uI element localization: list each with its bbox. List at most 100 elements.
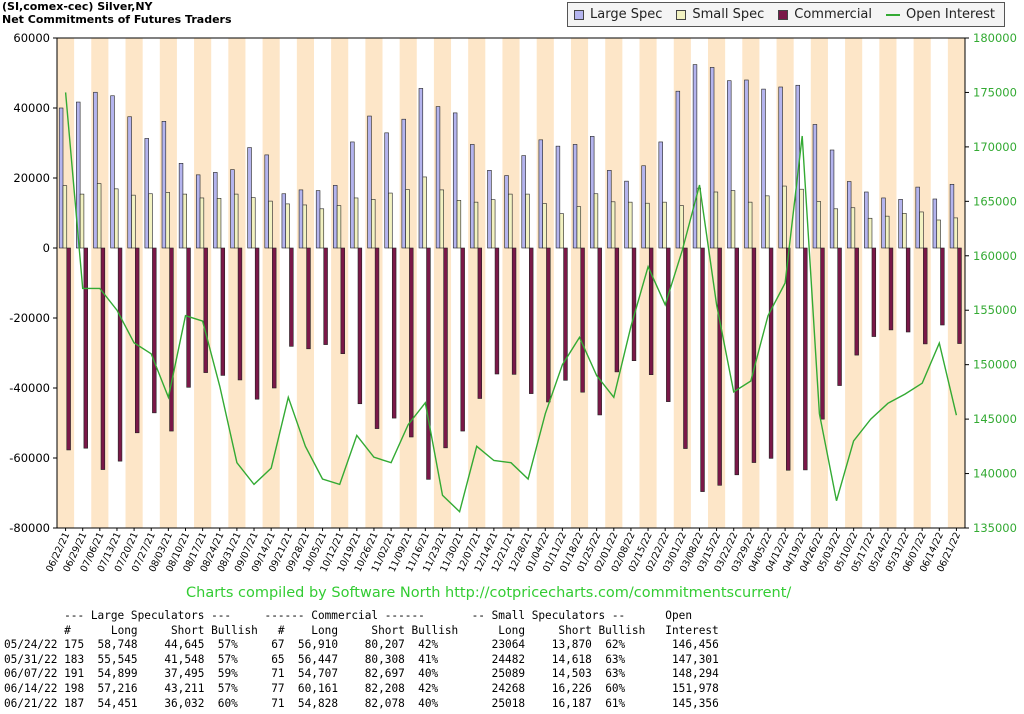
cell-ss-short: 14,503 xyxy=(525,667,592,681)
bar-commercial xyxy=(717,247,722,486)
table-row: 05/24/22 175 58,748 44,645 57% 67 56,910… xyxy=(4,638,719,653)
cell-ls-bull: 57% xyxy=(204,652,238,666)
bar-commercial xyxy=(940,247,945,326)
bar-small-spec xyxy=(747,201,753,249)
bar-large-spec xyxy=(555,145,561,249)
bar-commercial xyxy=(597,247,602,416)
cell-c-long: 54,707 xyxy=(284,667,339,681)
bar-large-spec xyxy=(590,136,595,249)
bar-small-spec xyxy=(302,204,307,249)
legend-item-small-spec: Small Spec xyxy=(676,7,764,22)
cell-c-n: 67 xyxy=(237,638,285,652)
cell-c-bull: 42% xyxy=(404,638,439,652)
bar-commercial xyxy=(306,247,311,350)
plot-stripe xyxy=(194,38,212,528)
col-header: Long xyxy=(84,623,138,637)
cell-c-short: 80,207 xyxy=(338,638,405,652)
bar-small-spec xyxy=(182,193,187,249)
bar-small-spec xyxy=(490,199,496,249)
cell-ss-long: 23064 xyxy=(438,638,526,652)
cell-c-long: 56,910 xyxy=(284,638,339,652)
bar-small-spec xyxy=(542,203,547,249)
bar-large-spec xyxy=(812,124,818,249)
group-header-small: -- Small Speculators -- xyxy=(471,609,626,622)
bar-small-spec xyxy=(216,198,222,249)
sp xyxy=(231,609,264,622)
plot-stripe xyxy=(399,38,417,528)
y-right-tick-label: 170000 xyxy=(973,140,1017,154)
bar-commercial xyxy=(580,247,585,393)
cell-c-long: 60,161 xyxy=(284,681,339,695)
cell-ss-short: 16,226 xyxy=(525,681,592,695)
bar-small-spec xyxy=(148,193,153,249)
bar-large-spec xyxy=(795,84,800,249)
bar-small-spec xyxy=(388,192,393,249)
legend-swatch-open-interest xyxy=(886,13,901,16)
cell-c-bull: 40% xyxy=(404,696,439,710)
sp xyxy=(4,609,64,622)
bar-small-spec xyxy=(936,219,941,249)
bar-commercial xyxy=(820,247,825,420)
bar-small-spec xyxy=(508,193,513,249)
chart-title-line2: Net Commitments of Futures Traders xyxy=(2,13,232,26)
y-right-tick-label: 160000 xyxy=(973,249,1017,263)
plot-stripe xyxy=(845,38,863,528)
bar-commercial xyxy=(837,247,842,386)
bar-small-spec xyxy=(525,193,530,249)
bar-commercial xyxy=(272,247,277,389)
bar-commercial xyxy=(854,247,859,356)
cell-date: 06/14/22 xyxy=(4,681,58,695)
bar-small-spec xyxy=(439,189,444,249)
bar-small-spec xyxy=(593,193,599,249)
bar-small-spec xyxy=(850,207,856,249)
bar-commercial xyxy=(700,247,705,492)
col-header: Interest xyxy=(645,623,719,637)
legend-label-open-interest: Open Interest xyxy=(906,7,995,22)
col-header: # xyxy=(64,623,85,637)
bar-small-spec xyxy=(696,187,701,249)
bar-small-spec xyxy=(422,176,427,249)
bar-small-spec xyxy=(885,215,890,249)
plot-stripe xyxy=(810,38,828,528)
bar-commercial xyxy=(888,247,894,331)
bar-commercial xyxy=(340,247,345,354)
bar-large-spec xyxy=(195,174,201,249)
cell-ls-short: 43,211 xyxy=(137,681,205,695)
cell-ls-n: 191 xyxy=(64,667,85,681)
legend-swatch-commercial xyxy=(778,9,789,20)
bar-large-spec xyxy=(161,121,167,249)
cell-ss-bull: 63% xyxy=(591,667,626,681)
legend: Large Spec Small Spec Commercial Open In… xyxy=(567,2,1005,27)
bar-commercial xyxy=(529,247,534,394)
bar-commercial xyxy=(203,247,208,373)
bar-large-spec xyxy=(504,175,509,249)
plot-stripe xyxy=(605,38,623,528)
cell-date: 05/31/22 xyxy=(4,652,58,666)
bar-large-spec xyxy=(298,189,304,249)
bar-commercial xyxy=(237,247,243,381)
y-right-tick-label: 180000 xyxy=(973,31,1017,45)
bar-commercial xyxy=(494,247,500,375)
bar-small-spec xyxy=(131,194,136,249)
bar-commercial xyxy=(786,247,791,471)
bar-small-spec xyxy=(662,201,667,249)
table-row: 06/07/22 191 54,899 37,495 59% 71 54,707… xyxy=(4,667,719,682)
cell-c-bull: 42% xyxy=(404,681,439,695)
cell-c-long: 56,447 xyxy=(284,652,339,666)
bar-large-spec xyxy=(607,170,612,249)
bar-large-spec xyxy=(675,90,681,249)
table-row: 06/21/22 187 54,451 36,032 60% 71 54,828… xyxy=(4,697,719,712)
table-row: 06/14/22 198 57,216 43,211 57% 77 60,161… xyxy=(4,682,719,697)
bar-commercial xyxy=(100,247,106,470)
cell-c-n: 65 xyxy=(237,652,285,666)
bar-commercial xyxy=(563,247,568,381)
col-header: Long xyxy=(284,623,338,637)
col-header: Bullish xyxy=(591,623,646,637)
plot-stripe xyxy=(502,38,520,528)
bar-large-spec xyxy=(247,147,252,249)
bar-small-spec xyxy=(79,193,85,249)
col-header: Short xyxy=(338,623,405,637)
bar-commercial xyxy=(768,247,774,459)
bar-small-spec xyxy=(234,193,239,249)
bar-large-spec xyxy=(572,144,578,249)
